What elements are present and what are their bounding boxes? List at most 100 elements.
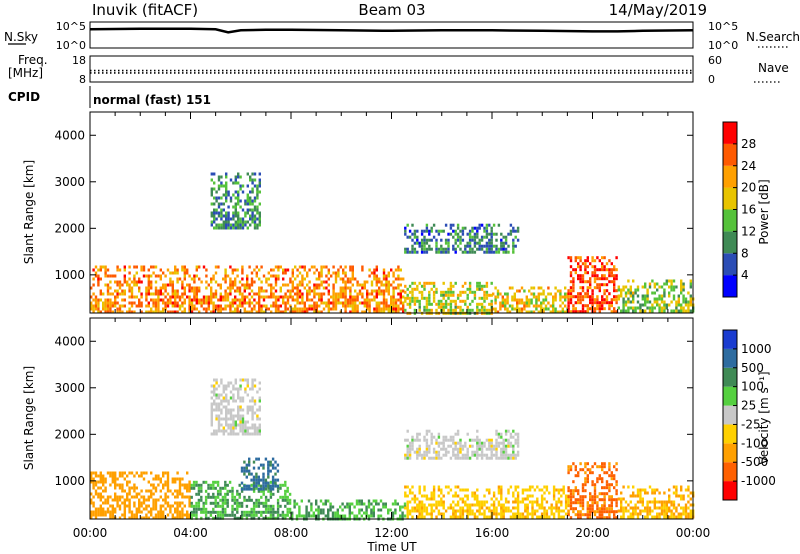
heatmap-cell — [183, 307, 186, 311]
heatmap-cell — [126, 498, 129, 502]
heatmap-cell — [468, 506, 472, 510]
heatmap-cell — [198, 298, 201, 302]
heatmap-cell — [418, 453, 421, 457]
heatmap-cell — [313, 265, 316, 269]
heatmap-cell — [492, 232, 496, 236]
heatmap-cell — [227, 205, 230, 209]
heatmap-cell — [540, 494, 544, 498]
heatmap-cell — [193, 292, 196, 296]
heatmap-cell — [584, 489, 587, 493]
heatmap-cell — [118, 483, 122, 487]
heatmap-cell — [198, 286, 201, 290]
heatmap-cell — [601, 256, 604, 260]
heatmap-cell — [579, 274, 582, 278]
heatmap-cell — [210, 420, 213, 424]
heatmap-cell — [547, 307, 550, 311]
heatmap-cell — [501, 304, 504, 308]
colorbar-segment — [723, 405, 737, 425]
heatmap-cell — [641, 297, 644, 301]
heatmap-cell — [142, 516, 146, 520]
heatmap-cell — [222, 298, 225, 302]
heatmap-cell — [440, 247, 443, 251]
heatmap-cell — [152, 498, 155, 502]
heatmap-cell — [495, 238, 498, 242]
heatmap-cell — [468, 235, 472, 239]
heatmap-cell — [164, 304, 167, 308]
heatmap-cell — [537, 304, 540, 308]
heatmap-cell — [128, 480, 131, 484]
heatmap-cell — [440, 299, 443, 303]
heatmap-cell — [255, 501, 258, 505]
heatmap-cell — [461, 488, 465, 492]
heatmap-cell — [524, 515, 527, 519]
heatmap-cell — [225, 223, 228, 227]
heatmap-cell — [210, 277, 213, 281]
heatmap-cell — [502, 515, 505, 519]
heatmap-cell — [516, 304, 519, 308]
heatmap-cell — [596, 268, 599, 272]
heatmap-cell — [157, 307, 160, 311]
heatmap-cell — [258, 214, 261, 218]
heatmap-cell — [310, 502, 313, 506]
heatmap-cell — [220, 181, 223, 185]
heatmap-cell — [301, 307, 304, 311]
heatmap-cell — [593, 271, 597, 275]
power-panel-frame — [89, 111, 694, 314]
heatmap-cell — [145, 304, 148, 308]
heatmap-cell — [258, 381, 261, 385]
heatmap-cell — [512, 450, 515, 454]
heatmap-cell — [262, 289, 266, 293]
heatmap-cell — [229, 283, 232, 287]
heatmap-cell — [584, 271, 587, 275]
heatmap-cell — [387, 292, 390, 296]
heatmap-cell — [382, 274, 386, 278]
heatmap-cell — [239, 220, 242, 224]
heatmap-cell — [181, 292, 184, 296]
heatmap-cell — [581, 495, 585, 499]
heatmap-cell — [603, 256, 606, 260]
colorbar-tick-label: -500 — [741, 455, 768, 469]
heatmap-cell — [684, 300, 688, 304]
heatmap-cell — [473, 244, 477, 248]
heatmap-cell — [227, 193, 230, 197]
heatmap-cell — [344, 280, 347, 284]
heatmap-cell — [449, 223, 453, 227]
heatmap-cell — [428, 497, 431, 501]
heatmap-cell — [224, 274, 227, 278]
heatmap-cell — [135, 265, 138, 269]
heatmap-cell — [190, 286, 194, 290]
heatmap-cell — [222, 429, 225, 433]
heatmap-cell — [174, 480, 177, 484]
heatmap-cell — [646, 509, 649, 513]
heatmap-cell — [495, 447, 498, 451]
heatmap-cell — [94, 492, 98, 496]
heatmap-cell — [509, 444, 513, 448]
heatmap-cell — [231, 492, 234, 496]
heatmap-cell — [521, 497, 525, 501]
heatmap-cell — [670, 285, 673, 289]
heatmap-cell — [306, 271, 309, 275]
heatmap-cell — [154, 310, 158, 314]
heatmap-cell — [212, 277, 215, 281]
heatmap-cell — [538, 503, 541, 507]
heatmap-cell — [615, 483, 618, 487]
heatmap-cell — [225, 423, 228, 427]
heatmap-cell — [171, 480, 174, 484]
heatmap-cell — [459, 305, 462, 309]
heatmap-cell — [406, 515, 409, 519]
heatmap-cell — [603, 492, 606, 496]
heatmap-cell — [90, 516, 93, 520]
heatmap-cell — [430, 506, 433, 510]
heatmap-cell — [239, 378, 242, 382]
heatmap-cell — [502, 247, 505, 251]
heatmap-cell — [99, 480, 102, 484]
heatmap-cell — [154, 298, 158, 302]
heatmap-cell — [411, 447, 414, 451]
heatmap-cell — [227, 381, 230, 385]
heatmap-cell — [601, 274, 604, 278]
heatmap-cell — [351, 307, 354, 311]
heatmap-cell — [610, 301, 613, 305]
heatmap-cell — [408, 296, 412, 300]
heatmap-cell — [615, 489, 618, 493]
heatmap-cell — [689, 294, 692, 298]
